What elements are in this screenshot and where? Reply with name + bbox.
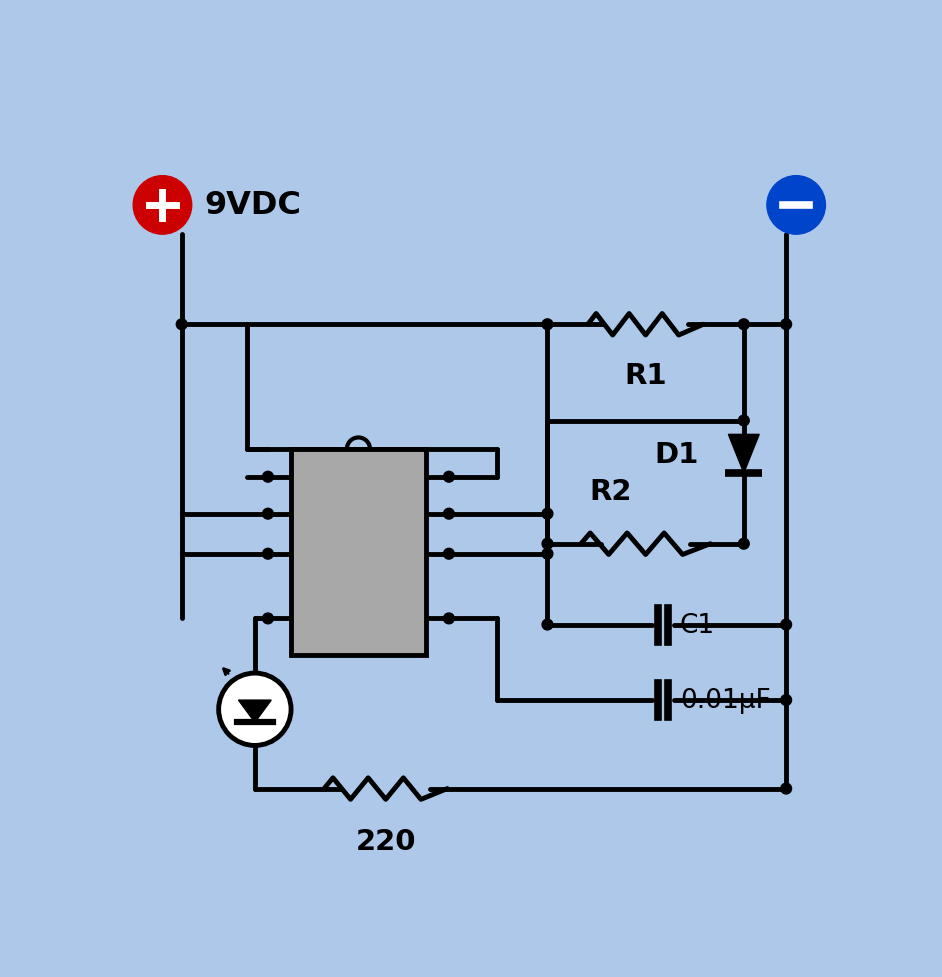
Circle shape — [781, 695, 791, 705]
Text: 9VDC: 9VDC — [204, 191, 301, 221]
Text: R1: R1 — [625, 361, 667, 390]
Circle shape — [263, 549, 273, 560]
Circle shape — [781, 619, 791, 630]
Circle shape — [444, 509, 454, 520]
Circle shape — [739, 538, 749, 549]
Circle shape — [219, 673, 291, 745]
Text: 0.01μF: 0.01μF — [680, 687, 771, 713]
Text: C1: C1 — [680, 612, 715, 638]
Polygon shape — [728, 435, 759, 474]
FancyBboxPatch shape — [291, 449, 426, 656]
Circle shape — [263, 472, 273, 483]
Circle shape — [444, 549, 454, 560]
Text: D1: D1 — [655, 441, 699, 468]
Circle shape — [444, 472, 454, 483]
Circle shape — [542, 538, 553, 549]
Circle shape — [263, 509, 273, 520]
Circle shape — [542, 319, 553, 330]
Circle shape — [542, 549, 553, 560]
Circle shape — [444, 614, 454, 624]
Circle shape — [781, 784, 791, 794]
Circle shape — [739, 415, 749, 427]
Circle shape — [767, 177, 825, 234]
Circle shape — [781, 319, 791, 330]
Polygon shape — [238, 701, 271, 723]
Text: 220: 220 — [355, 828, 416, 855]
Circle shape — [542, 619, 553, 630]
Circle shape — [739, 319, 749, 330]
Circle shape — [133, 177, 192, 234]
Text: R2: R2 — [590, 478, 632, 506]
Circle shape — [542, 509, 553, 520]
Circle shape — [263, 614, 273, 624]
Circle shape — [176, 319, 187, 330]
